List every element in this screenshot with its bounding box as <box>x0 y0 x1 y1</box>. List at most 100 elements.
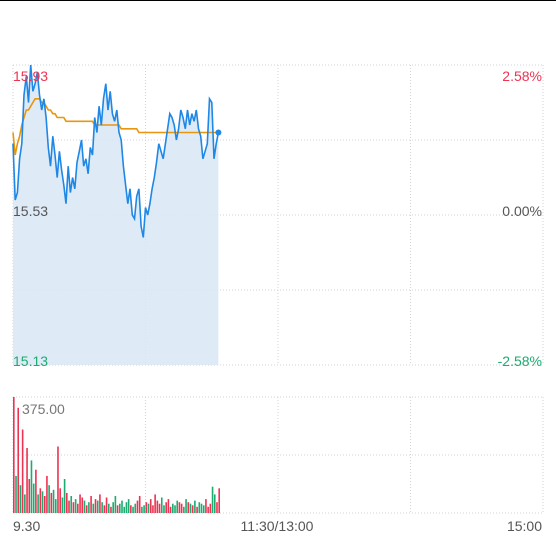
volume-bar <box>37 494 39 513</box>
volume-bar <box>17 407 20 513</box>
volume-bar <box>194 500 196 513</box>
volume-bar <box>13 397 15 513</box>
volume-bar <box>180 503 183 513</box>
volume-bar <box>107 503 110 513</box>
y-left-label-high: 15.93 <box>13 68 48 84</box>
volume-bar <box>63 479 66 513</box>
y-left-label-base: 15.53 <box>13 203 48 219</box>
volume-bar <box>218 488 220 513</box>
average-price-line <box>12 98 219 156</box>
volume-bar <box>123 506 126 513</box>
volume-bar <box>163 505 165 513</box>
volume-bar <box>143 505 145 513</box>
volume-bar <box>90 496 92 513</box>
volume-bar <box>54 499 57 513</box>
volume-bar <box>105 497 108 513</box>
volume-bar <box>169 506 172 513</box>
volume-bar <box>138 496 141 513</box>
volume-bar <box>116 505 119 513</box>
volume-bar <box>52 489 55 513</box>
volume-bar <box>211 486 214 513</box>
volume-bar <box>125 502 128 513</box>
volume-bar <box>35 469 37 513</box>
volume-bar <box>15 475 17 513</box>
volume-bar <box>178 502 181 513</box>
volume-bar <box>48 485 50 513</box>
volume-bar <box>167 499 170 513</box>
volume-bar <box>198 502 201 513</box>
volume-bar <box>72 502 75 513</box>
x-label-midday: 11:30/13:00 <box>241 518 314 534</box>
volume-bar <box>187 502 190 513</box>
volume-bar <box>46 475 48 513</box>
volume-bar <box>68 500 70 513</box>
volume-bar <box>32 483 35 513</box>
volume-bar <box>172 503 174 513</box>
volume-bar <box>85 505 88 513</box>
volume-bar <box>202 505 205 513</box>
volume-bar <box>26 448 28 513</box>
volume-bar <box>136 500 139 513</box>
volume-bar <box>101 502 103 513</box>
volume-bar <box>156 500 159 513</box>
volume-bar <box>176 500 179 513</box>
volume-bar <box>30 460 33 513</box>
volume-bar <box>39 488 42 513</box>
volume-bar <box>94 499 97 513</box>
volume-bar <box>96 500 99 513</box>
volume-bar <box>70 496 73 513</box>
volume-bar <box>43 496 46 513</box>
volume-bar <box>205 499 207 513</box>
volume-bar <box>81 497 84 513</box>
volume-bar <box>99 494 101 513</box>
volume-max-label: 375.00 <box>22 401 65 417</box>
volume-bar <box>207 506 209 513</box>
volume-bar <box>66 492 68 513</box>
volume-bar <box>191 505 194 513</box>
volume-bar <box>189 503 192 513</box>
volume-bar <box>160 497 163 513</box>
volume-bar <box>103 505 106 513</box>
last-price-dot <box>215 129 222 136</box>
volume-bar <box>28 479 31 513</box>
volume-bar <box>110 506 112 513</box>
volume-bar <box>41 491 44 513</box>
volume-bar <box>92 503 95 513</box>
volume-bar <box>145 502 148 513</box>
volume-bar <box>19 485 22 513</box>
y-left-label-low: 15.13 <box>13 353 48 369</box>
volume-bar <box>130 505 132 513</box>
volume-bar <box>57 446 59 513</box>
volume-bar <box>24 494 26 513</box>
volume-bar <box>209 503 212 513</box>
price-area-fill <box>13 65 219 365</box>
volume-bar <box>88 502 90 513</box>
price-line <box>12 64 220 238</box>
volume-bar <box>77 503 79 513</box>
volume-bar <box>158 503 161 513</box>
volume-bar <box>152 505 154 513</box>
volume-bar <box>134 503 137 513</box>
volume-bar <box>216 502 218 513</box>
volume-bar <box>74 499 77 513</box>
volume-bar <box>114 496 117 513</box>
volume-bar <box>132 506 134 513</box>
volume-bar <box>119 503 121 513</box>
volume-bar <box>21 429 24 513</box>
volume-bar <box>127 499 130 513</box>
volume-bar <box>185 499 187 513</box>
volume-bar <box>121 500 123 513</box>
volume-bar <box>174 505 176 513</box>
x-label-open: 9.30 <box>13 518 40 534</box>
y-right-label-base: 0.00% <box>502 203 542 219</box>
y-right-label-low: -2.58% <box>498 353 542 369</box>
volume-bar <box>112 502 114 513</box>
chart-grid <box>12 64 544 514</box>
volume-bar <box>83 500 86 513</box>
volume-bar <box>213 494 216 513</box>
volume-bar <box>183 506 185 513</box>
volume-bar <box>196 506 198 513</box>
x-label-close: 15:00 <box>507 518 542 534</box>
volume-bar <box>79 494 81 513</box>
